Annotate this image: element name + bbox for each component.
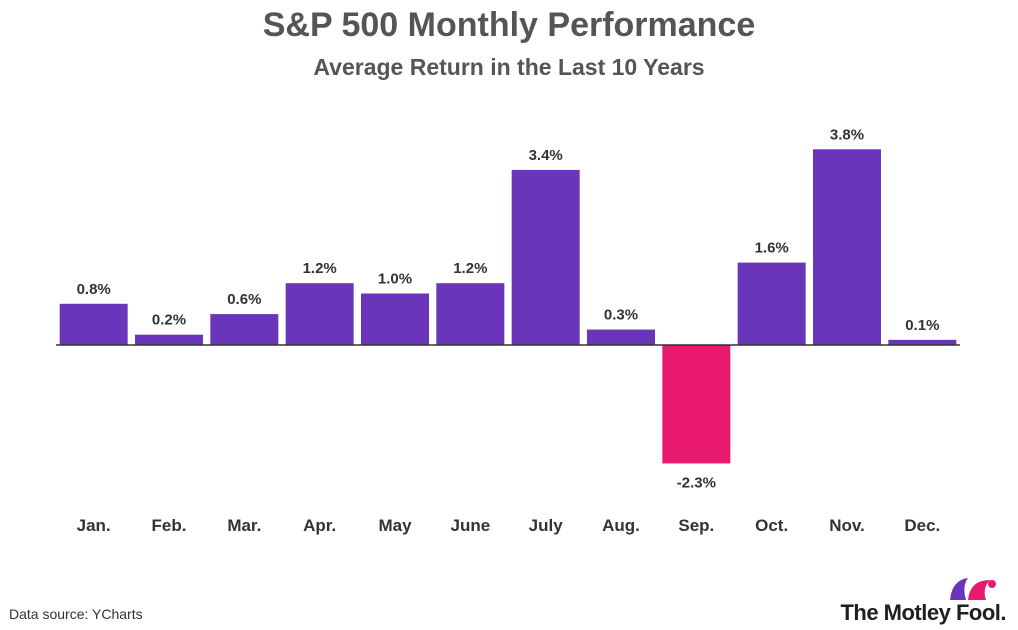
- category-label: Mar.: [227, 516, 261, 535]
- bar-oct: [737, 262, 806, 345]
- category-label: Jan.: [77, 516, 111, 535]
- brand-name: The Motley Fool.: [840, 600, 1006, 625]
- bar-apr: [285, 283, 354, 345]
- jester-hat-icon: [950, 578, 996, 600]
- category-label: July: [529, 516, 564, 535]
- value-label: 0.1%: [905, 317, 939, 334]
- category-label: June: [450, 516, 490, 535]
- value-label: 0.6%: [227, 291, 261, 308]
- chart-subtitle: Average Return in the Last 10 Years: [313, 54, 705, 80]
- category-label: Nov.: [829, 516, 865, 535]
- category-label: Oct.: [755, 516, 788, 535]
- value-label: 1.0%: [378, 271, 412, 288]
- chart-title: S&P 500 Monthly Performance: [262, 6, 756, 44]
- bar-dec: [888, 339, 957, 345]
- labels-layer: 0.8% Jan. 0.2% Feb. 0.6% Mar. 1.2% Apr. 1.0% May 1…: [77, 126, 941, 535]
- value-label: 3.4%: [529, 147, 563, 164]
- bar-june: [436, 283, 505, 345]
- value-label: 1.2%: [303, 260, 337, 277]
- bars-layer: [59, 149, 957, 464]
- value-label: 0.3%: [604, 307, 638, 324]
- bar-chart: 0.8% Jan. 0.2% Feb. 0.6% Mar. 1.2% Apr. 1.0% May 1…: [56, 126, 960, 535]
- jester-hat-right-lobe: [968, 580, 990, 600]
- bar-feb: [135, 334, 203, 345]
- category-label: May: [378, 516, 412, 535]
- value-label: 0.8%: [77, 281, 111, 298]
- value-label: -2.3%: [677, 474, 716, 491]
- bar-mar: [210, 314, 279, 345]
- value-label: 1.2%: [453, 260, 487, 277]
- value-label: 3.8%: [830, 126, 864, 143]
- category-label: Aug.: [602, 516, 640, 535]
- jester-hat-bell: [988, 580, 996, 588]
- bar-nov: [813, 149, 881, 345]
- category-label: Feb.: [152, 516, 187, 535]
- value-label: 1.6%: [755, 240, 789, 257]
- bar-jan: [59, 303, 128, 345]
- category-label: Dec.: [904, 516, 940, 535]
- category-label: Sep.: [678, 516, 714, 535]
- value-label: 0.2%: [152, 312, 186, 329]
- bar-may: [361, 293, 429, 345]
- category-label: Apr.: [303, 516, 336, 535]
- bar-july: [511, 169, 580, 345]
- data-source-note: Data source: YCharts: [9, 606, 143, 622]
- bar-aug: [587, 329, 655, 345]
- bar-sep: [662, 345, 731, 464]
- jester-hat-left-lobe: [950, 578, 968, 600]
